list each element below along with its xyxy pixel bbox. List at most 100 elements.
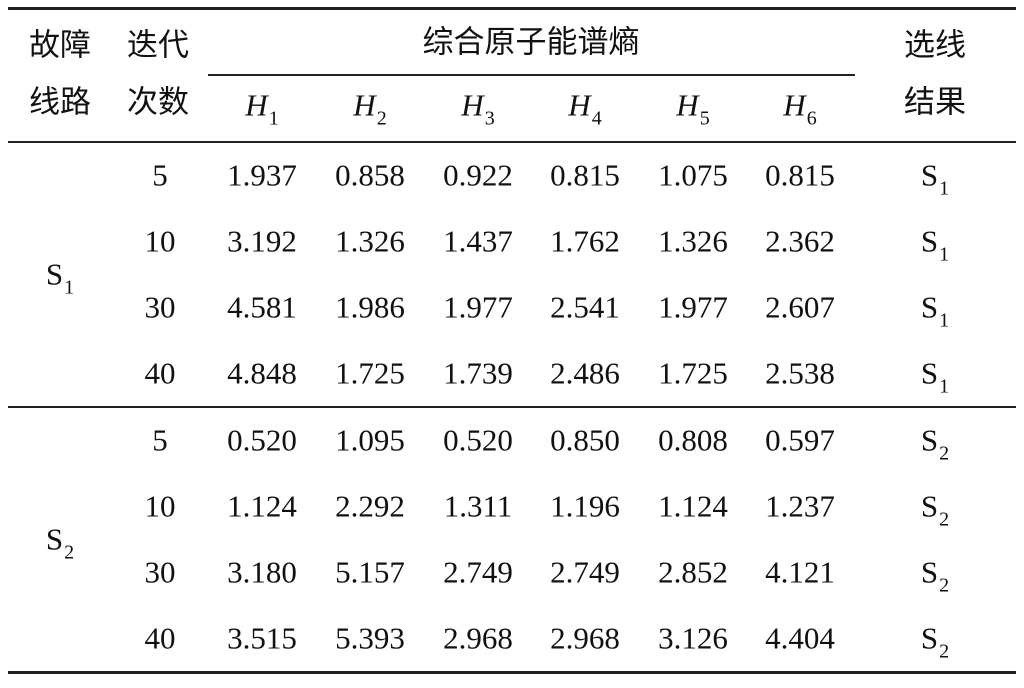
entropy-col-main: H <box>245 87 268 123</box>
entropy-value: 1.986 <box>335 289 405 325</box>
entropy-col: H3 <box>461 87 494 129</box>
entropy-value: 5.393 <box>335 620 405 656</box>
header-result: 选线 <box>904 27 966 63</box>
selection-result-sub: 1 <box>939 243 950 266</box>
selection-result-sub: 2 <box>939 640 950 663</box>
iterations: 5 <box>152 157 168 193</box>
selection-result: S1 <box>920 289 949 331</box>
entropy-value: 0.808 <box>658 422 728 458</box>
selection-result-sub: 1 <box>939 177 950 200</box>
entropy-value: 2.607 <box>765 289 835 325</box>
iterations: 40 <box>144 355 176 391</box>
top-rule <box>8 7 1016 10</box>
entropy-value: 0.520 <box>227 422 297 458</box>
group-rule <box>8 406 1016 408</box>
fault-line-sub: 1 <box>64 276 75 299</box>
selection-result: S2 <box>920 620 949 662</box>
entropy-value: 2.749 <box>443 554 513 590</box>
fault-line-main: S <box>45 521 64 557</box>
entropy-value: 1.124 <box>227 488 297 524</box>
selection-result-main: S <box>920 355 939 391</box>
entropy-value: 0.922 <box>443 157 513 193</box>
entropy-value: 4.848 <box>227 355 297 391</box>
entropy-value: 1.937 <box>227 157 297 193</box>
entropy-col: H5 <box>676 87 709 129</box>
entropy-value: 4.121 <box>765 554 835 590</box>
entropy-value: 2.968 <box>443 620 513 656</box>
selection-result-main: S <box>920 157 939 193</box>
selection-result-main: S <box>920 488 939 524</box>
entropy-value: 4.581 <box>227 289 297 325</box>
entropy-value: 1.725 <box>658 355 728 391</box>
fault-line-sub: 2 <box>64 541 75 564</box>
entropy-value: 2.538 <box>765 355 835 391</box>
entropy-col-main: H <box>783 87 806 123</box>
entropy-value: 1.725 <box>335 355 405 391</box>
selection-result-main: S <box>920 554 939 590</box>
fault-line: S2 <box>45 521 74 563</box>
entropy-value: 4.404 <box>765 620 835 656</box>
entropy-col-main: H <box>461 87 484 123</box>
header-fault: 线路 <box>29 84 91 120</box>
selection-result: S2 <box>920 488 949 530</box>
selection-result: S1 <box>920 355 949 397</box>
header-rule <box>8 141 1016 143</box>
header-result: 结果 <box>904 84 966 120</box>
selection-result-main: S <box>920 620 939 656</box>
entropy-value: 1.326 <box>335 223 405 259</box>
iterations: 40 <box>144 620 176 656</box>
entropy-value: 0.815 <box>550 157 620 193</box>
selection-result: S1 <box>920 157 949 199</box>
entropy-col-sub: 1 <box>268 107 279 130</box>
entropy-col-sub: 5 <box>699 107 710 130</box>
entropy-value: 0.858 <box>335 157 405 193</box>
selection-result-sub: 2 <box>939 442 950 465</box>
entropy-col-main: H <box>353 87 376 123</box>
entropy-value: 1.237 <box>765 488 835 524</box>
entropy-value: 1.977 <box>658 289 728 325</box>
selection-result-sub: 2 <box>939 508 950 531</box>
entropy-col: H4 <box>568 87 601 129</box>
header-iter: 次数 <box>127 84 189 120</box>
header-fault: 故障 <box>29 27 91 63</box>
entropy-value: 1.437 <box>443 223 513 259</box>
entropy-value: 2.486 <box>550 355 620 391</box>
selection-result: S2 <box>921 425 949 464</box>
iterations: 5 <box>152 422 168 458</box>
selection-result: S1 <box>920 223 949 265</box>
entropy-value: 0.815 <box>765 157 835 193</box>
entropy-value: 2.749 <box>550 554 620 590</box>
entropy-col-sub: 3 <box>484 107 495 130</box>
entropy-value: 2.292 <box>335 488 405 524</box>
entropy-col-sub: 6 <box>806 107 817 130</box>
selection-result-sub: 1 <box>939 375 950 398</box>
entropy-value: 3.192 <box>227 223 297 259</box>
entropy-value: 3.515 <box>227 620 297 656</box>
selection-result-main: S <box>920 289 939 325</box>
iterations: 10 <box>144 223 176 259</box>
entropy-col: H6 <box>783 87 816 129</box>
entropy-value: 5.157 <box>335 554 405 590</box>
entropy-col-main: H <box>676 87 699 123</box>
entropy-col-main: H <box>568 87 591 123</box>
header-entropy: 综合原子能谱熵 <box>422 24 640 60</box>
entropy-value: 3.126 <box>658 620 728 656</box>
entropy-value: 2.968 <box>550 620 620 656</box>
fault-line: S1 <box>46 259 74 298</box>
bottom-rule <box>8 671 1016 674</box>
entropy-value: 0.597 <box>765 422 835 458</box>
entropy-value: 2.362 <box>765 223 835 259</box>
entropy-value: 1.326 <box>658 223 728 259</box>
header-iter: 迭代 <box>127 27 189 63</box>
entropy-value: 1.075 <box>658 157 728 193</box>
entropy-rule <box>208 74 855 76</box>
selection-result-sub: 2 <box>939 574 950 597</box>
entropy-col: H1 <box>245 87 278 129</box>
entropy-col-sub: 2 <box>376 107 387 130</box>
entropy-value: 1.311 <box>443 488 513 524</box>
iterations: 30 <box>144 554 176 590</box>
entropy-value: 1.762 <box>550 223 620 259</box>
selection-result-main: S <box>920 223 939 259</box>
entropy-value: 1.739 <box>443 355 513 391</box>
